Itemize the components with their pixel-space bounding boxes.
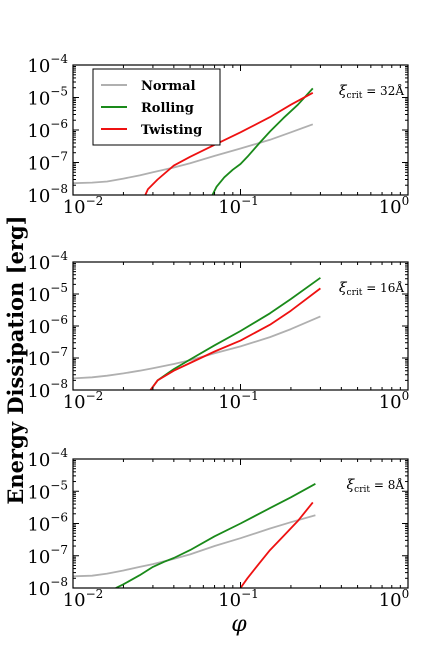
series-group bbox=[73, 277, 321, 390]
y-tick-label: 10−7 bbox=[27, 345, 68, 370]
x-tick-label: 10−2 bbox=[63, 194, 104, 218]
y-tick-label: 10−6 bbox=[27, 511, 68, 536]
xi-crit-annotation: ξcrit = 32Å bbox=[339, 83, 405, 101]
x-tick-label: 10−2 bbox=[63, 389, 104, 413]
x-tick-label: 10−1 bbox=[218, 587, 259, 611]
y-tick-label: 10−7 bbox=[27, 543, 68, 568]
series-line-twisting bbox=[144, 92, 314, 195]
panel-2: 10−2 10−1 100 10−8 10−7 10−6 10−5 10−4 ξcrit = 1… bbox=[27, 249, 409, 413]
x-tick-label: 100 bbox=[379, 389, 410, 413]
panel-1: 10−2 10−1 100 10−8 10−7 10−6 10−5 10−4 ξcrit = 3… bbox=[27, 52, 409, 218]
y-tick-label: 10−5 bbox=[27, 85, 68, 110]
x-tick-label: 10−1 bbox=[218, 389, 259, 413]
series-line-twisting bbox=[149, 287, 321, 390]
xi-crit-annotation: ξcrit = 8Å bbox=[346, 477, 404, 495]
y-axis-label: Energy Dissipation [erg] bbox=[3, 215, 28, 504]
legend-label-normal: Normal bbox=[141, 79, 196, 94]
y-tick-label: 10−8 bbox=[27, 182, 68, 207]
x-axis-label: φ bbox=[231, 612, 247, 637]
y-tick-label: 10−5 bbox=[27, 478, 68, 503]
x-tick-label: 100 bbox=[379, 587, 410, 611]
legend: Normal Rolling Twisting bbox=[92, 68, 221, 146]
series-line-rolling bbox=[211, 87, 314, 195]
y-tick-label: 10−5 bbox=[27, 281, 68, 306]
panel-3: 10−2 10−1 100 10−8 10−7 10−6 10−5 10−4 ξcrit = 8… bbox=[27, 446, 409, 611]
series-line-twisting bbox=[239, 501, 314, 588]
xi-crit-annotation: ξcrit = 16Å bbox=[339, 280, 405, 298]
series-group bbox=[73, 87, 314, 195]
x-tick-label: 100 bbox=[379, 194, 410, 218]
series-line-normal bbox=[73, 315, 321, 380]
series-line-normal bbox=[73, 514, 316, 578]
x-tick-label: 10−1 bbox=[218, 194, 259, 218]
series-group bbox=[73, 483, 316, 588]
y-tick-label: 10−7 bbox=[27, 150, 68, 175]
legend-label-twisting: Twisting bbox=[141, 123, 202, 138]
y-tick-label: 10−8 bbox=[27, 377, 68, 402]
series-line-rolling bbox=[149, 277, 321, 390]
series-line-rolling bbox=[115, 483, 316, 588]
panels: 10−2 10−1 100 10−8 10−7 10−6 10−5 10−4 ξcrit = 3… bbox=[27, 52, 409, 611]
y-tick-label: 10−6 bbox=[27, 313, 68, 338]
y-tick-label: 10−6 bbox=[27, 117, 68, 142]
y-tick-label: 10−8 bbox=[27, 575, 68, 600]
x-tick-label: 10−2 bbox=[63, 587, 104, 611]
legend-label-rolling: Rolling bbox=[141, 101, 194, 116]
plot-frame bbox=[72, 261, 409, 391]
series-line-normal bbox=[73, 123, 314, 185]
y-tick-label: 10−4 bbox=[27, 446, 68, 471]
y-tick-label: 10−4 bbox=[27, 249, 68, 274]
y-tick-label: 10−4 bbox=[27, 52, 68, 77]
